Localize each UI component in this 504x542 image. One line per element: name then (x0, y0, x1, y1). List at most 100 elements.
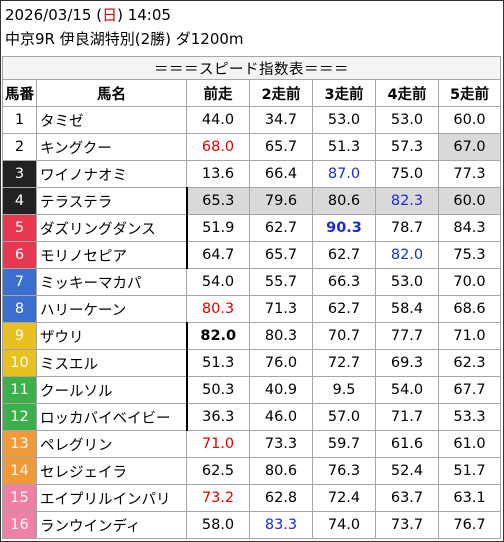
speed-index-value: 53.0 (375, 106, 439, 134)
speed-index-value: 82.3 (375, 187, 439, 215)
horse-name: ハリーケーン (36, 295, 187, 323)
speed-index-value: 80.3 (186, 295, 250, 323)
speed-index-value: 68.6 (438, 295, 501, 323)
col-last-race: 前走 (186, 79, 250, 107)
speed-index-value: 87.0 (312, 160, 376, 188)
speed-index-value: 51.3 (185, 349, 250, 377)
horse-name: セレジェイラ (36, 457, 187, 485)
speed-index-value: 62.7 (249, 214, 313, 242)
speed-index-value: 46.0 (249, 403, 313, 431)
table-row: 6 モリノセピア 64.7 65.7 62.7 82.0 75.3 (2, 241, 501, 269)
horse-name: ミスエル (36, 349, 187, 377)
speed-index-value: 83.3 (249, 511, 313, 539)
horse-number: 2 (2, 133, 37, 161)
horse-name: モリノセピア (36, 241, 187, 269)
speed-index-value: 54.0 (375, 376, 439, 404)
horse-number: 6 (2, 241, 37, 269)
speed-index-value: 65.3 (185, 187, 250, 215)
col-2-races-ago: 2走前 (249, 79, 313, 107)
horse-number: 16 (2, 511, 37, 539)
horse-name: キングクー (36, 133, 187, 161)
speed-index-value: 69.3 (375, 349, 439, 377)
speed-index-value: 80.3 (249, 322, 313, 350)
speed-index-value: 36.3 (185, 403, 250, 431)
speed-index-value: 82.0 (375, 241, 439, 269)
horse-number: 15 (2, 484, 37, 512)
speed-index-value: 77.7 (375, 322, 439, 350)
speed-index-value: 60.0 (438, 106, 501, 134)
speed-index-value: 51.7 (438, 457, 501, 485)
horse-number: 12 (2, 403, 37, 431)
speed-index-value: 72.7 (312, 349, 376, 377)
table-title: ＝＝＝スピード指数表＝＝＝ (2, 56, 501, 80)
speed-index-value: 73.7 (375, 511, 439, 539)
table-row: 10 ミスエル 51.3 76.0 72.7 69.3 62.3 (2, 349, 501, 377)
speed-index-value: 58.4 (375, 295, 439, 323)
horse-number: 9 (2, 322, 37, 350)
horse-name: エイプリルインパリ (36, 484, 187, 512)
speed-index-value: 80.6 (249, 457, 313, 485)
speed-index-value: 73.3 (249, 430, 313, 458)
speed-index-value: 68.0 (186, 133, 250, 161)
horse-name: クールソル (36, 376, 187, 404)
speed-index-value: 71.3 (249, 295, 313, 323)
horse-name: タミゼ (36, 106, 187, 134)
speed-index-value: 53.0 (312, 106, 376, 134)
speed-index-value: 90.3 (312, 214, 376, 242)
speed-index-value: 72.4 (312, 484, 376, 512)
speed-index-value: 71.7 (375, 403, 439, 431)
speed-index-value: 34.7 (249, 106, 313, 134)
horse-name: テラステラ (36, 187, 187, 215)
speed-index-value: 73.2 (186, 484, 250, 512)
col-umaban: 馬番 (2, 79, 37, 107)
horse-number: 13 (2, 430, 37, 458)
table-row: 4 テラステラ 65.3 79.6 80.6 82.3 60.0 (2, 187, 501, 215)
table-row: 9 ザウリ 82.0 80.3 70.7 77.7 71.0 (2, 322, 501, 350)
speed-index-value: 76.7 (438, 511, 501, 539)
horse-number: 14 (2, 457, 37, 485)
speed-index-value: 75.3 (438, 241, 501, 269)
horse-number: 10 (2, 349, 37, 377)
speed-index-value: 62.7 (312, 241, 376, 269)
speed-index-value: 66.3 (312, 268, 376, 296)
weekday: 日 (102, 6, 118, 24)
speed-index-value: 13.6 (186, 160, 250, 188)
table-row: 5 ダズリングダンス 51.9 62.7 90.3 78.7 84.3 (2, 214, 501, 242)
speed-index-table: ＝＝＝スピード指数表＝＝＝ 馬番 馬名 前走 2走前 3走前 4走前 5走前 1 タミゼ 44.… (2, 56, 501, 539)
race-datetime: 2026/03/15 (日) 14:05 (5, 5, 171, 25)
speed-index-value: 53.3 (438, 403, 501, 431)
horse-number: 8 (2, 295, 37, 323)
horse-name: ロッカバイベイビー (36, 403, 187, 431)
speed-index-value: 65.7 (249, 133, 313, 161)
col-5-races-ago: 5走前 (438, 79, 501, 107)
table-row: 14 セレジェイラ 62.5 80.6 76.3 52.4 51.7 (2, 457, 501, 485)
speed-index-value: 75.0 (375, 160, 439, 188)
table-row: 1 タミゼ 44.0 34.7 53.0 53.0 60.0 (2, 106, 501, 134)
speed-index-value: 51.3 (312, 133, 376, 161)
horse-number: 1 (2, 106, 37, 134)
speed-index-value: 63.1 (438, 484, 501, 512)
speed-index-value: 55.7 (249, 268, 313, 296)
speed-index-value: 59.7 (312, 430, 376, 458)
datetime-prefix: 2026/03/15 ( (5, 6, 103, 24)
race-info: 中京9R 伊良湖特別(2勝) ダ1200m (5, 30, 244, 48)
table-row: 12 ロッカバイベイビー 36.3 46.0 57.0 71.7 53.3 (2, 403, 501, 431)
speed-index-value: 40.9 (249, 376, 313, 404)
speed-index-value: 52.4 (375, 457, 439, 485)
speed-index-value: 84.3 (438, 214, 501, 242)
table-row: 3 ワイノナオミ 13.6 66.4 87.0 75.0 77.3 (2, 160, 501, 188)
speed-index-value: 80.6 (312, 187, 376, 215)
speed-index-value: 67.0 (438, 133, 501, 161)
speed-index-value: 79.6 (249, 187, 313, 215)
speed-index-value: 62.8 (249, 484, 313, 512)
speed-index-value: 9.5 (312, 376, 376, 404)
speed-index-value: 54.0 (186, 268, 250, 296)
horse-name: ランウインディ (36, 511, 187, 539)
speed-index-value: 77.3 (438, 160, 501, 188)
speed-index-value: 76.0 (249, 349, 313, 377)
speed-index-value: 57.0 (312, 403, 376, 431)
horse-number: 7 (2, 268, 37, 296)
table-row: 11 クールソル 50.3 40.9 9.5 54.0 67.7 (2, 376, 501, 404)
table-row: 2 キングクー 68.0 65.7 51.3 57.3 67.0 (2, 133, 501, 161)
speed-index-value: 82.0 (185, 322, 250, 350)
